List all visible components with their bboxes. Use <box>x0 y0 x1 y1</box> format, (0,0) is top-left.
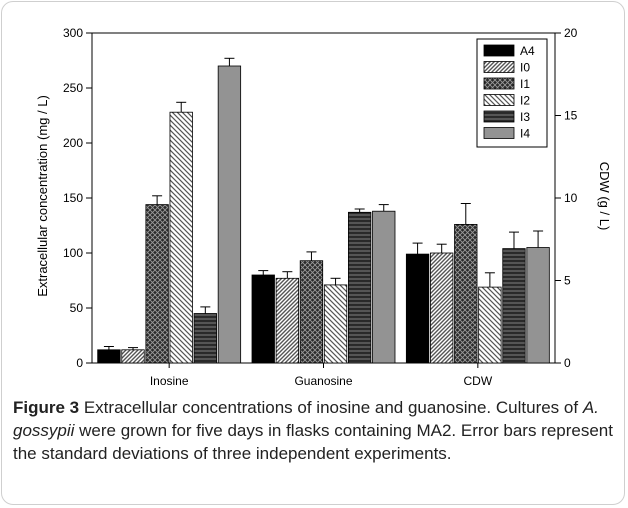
bar-i1 <box>299 260 324 364</box>
y2-tick-label: 20 <box>564 26 578 40</box>
y-tick-label: 250 <box>63 81 83 95</box>
x-tick-label: CDW <box>463 374 492 388</box>
bar-i1 <box>454 223 478 364</box>
bar-i2 <box>323 284 348 364</box>
legend-label: A4 <box>520 44 535 58</box>
bar-a4 <box>251 274 275 364</box>
legend-swatch <box>483 94 515 106</box>
legend: A4 I0 I1 I2 I3 I4 <box>476 38 548 148</box>
y-tick-label: 150 <box>63 191 83 205</box>
y-tick-label: 100 <box>63 246 83 260</box>
y-tick-label: 300 <box>63 26 83 40</box>
y-tick-label: 50 <box>70 301 84 315</box>
legend-label: I4 <box>520 127 530 141</box>
figure-caption: Figure 3 Extracellular concentrations of… <box>13 396 615 465</box>
bar-i1 <box>145 204 169 364</box>
axes-group: 0 50 100 150 200 250 300 0 5 10 15 20 Inosine Guanosi… <box>63 26 578 388</box>
bar-a4 <box>405 253 430 364</box>
y2-axis-label: CDW (g / L) <box>597 162 612 231</box>
bar-i4 <box>372 210 396 364</box>
legend-label: I0 <box>520 61 530 75</box>
bar-i2 <box>478 286 502 364</box>
bar-i3 <box>502 248 526 364</box>
y2-tick-label: 0 <box>564 356 571 370</box>
y2-tick-label: 5 <box>564 274 571 288</box>
bar-i0 <box>121 349 145 364</box>
caption-text-1: Extracellular concentrations of inosine … <box>79 398 583 417</box>
bar-i0 <box>430 252 454 364</box>
caption-text-2: were grown for five days in flasks conta… <box>13 421 613 463</box>
caption-label: Figure 3 <box>13 398 80 417</box>
bar-i4 <box>217 65 242 364</box>
bar-i0 <box>275 277 300 364</box>
bar-a4 <box>97 349 121 364</box>
bar-i3 <box>193 313 217 364</box>
bar-i4 <box>526 247 550 364</box>
legend-label: I2 <box>520 94 530 108</box>
bars-group <box>97 57 550 364</box>
y-axis-label: Extracellular concentration (mg / L) <box>35 95 50 297</box>
bar-i2 <box>169 111 193 364</box>
legend-swatch <box>483 44 515 57</box>
y-tick-label: 0 <box>76 356 83 370</box>
legend-label: I3 <box>520 110 530 124</box>
bar-i3 <box>347 211 372 364</box>
y-tick-label: 200 <box>63 136 83 150</box>
legend-swatch <box>483 110 515 123</box>
legend-swatch <box>483 127 515 139</box>
legend-swatch <box>483 77 515 90</box>
caption-species: A. gossypii <box>13 398 599 440</box>
x-tick-label: Inosine <box>150 374 189 388</box>
x-tick-label: Guanosine <box>294 374 352 388</box>
y2-tick-label: 15 <box>564 109 578 123</box>
legend-swatch <box>483 61 515 73</box>
y2-tick-label: 10 <box>564 191 578 205</box>
legend-label: I1 <box>520 77 530 91</box>
bar-chart: 0 50 100 150 200 250 300 0 5 10 15 20 Inosine Guanosi… <box>35 26 612 388</box>
